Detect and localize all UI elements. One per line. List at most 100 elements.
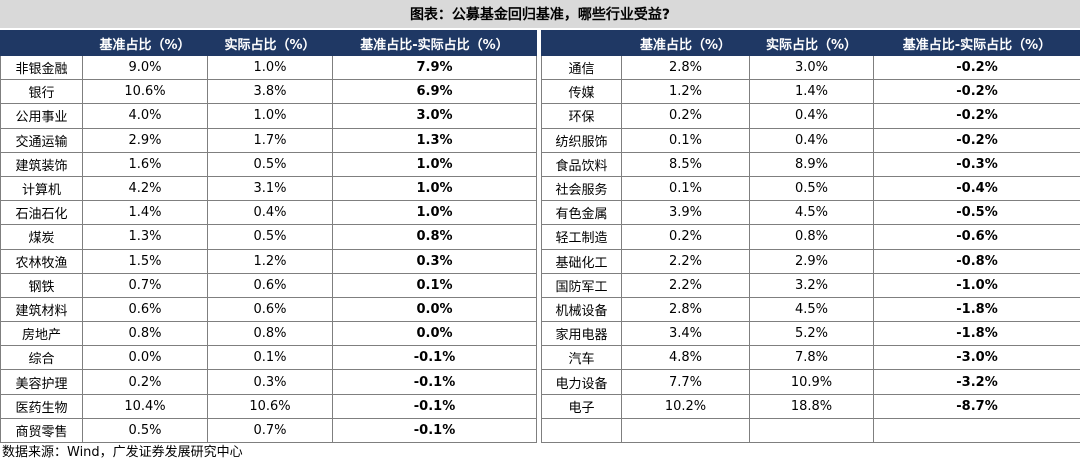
table-row: 美容护理 0.2% 0.3% -0.1% bbox=[0, 369, 537, 395]
industry-cell: 电力设备 bbox=[541, 369, 622, 395]
table-row: 纺织服饰 0.1% 0.4% -0.2% bbox=[541, 127, 1080, 153]
table-row: 房地产 0.8% 0.8% 0.0% bbox=[0, 321, 537, 347]
table-row: 食品饮料 8.5% 8.9% -0.3% bbox=[541, 151, 1080, 177]
table-row: 农林牧渔 1.5% 1.2% 0.3% bbox=[0, 248, 537, 274]
table-row: 汽车 4.8% 7.8% -3.0% bbox=[541, 345, 1080, 371]
actual-weight-cell: 1.4% bbox=[749, 79, 874, 105]
actual-weight-cell: 0.4% bbox=[749, 127, 874, 153]
benchmark-weight-cell: 0.2% bbox=[82, 369, 208, 395]
industry-cell: 有色金属 bbox=[541, 200, 622, 226]
table-row: 商贸零售 0.5% 0.7% -0.1% bbox=[0, 417, 537, 444]
header-benchmark-weight: 基准占比（%） bbox=[621, 30, 750, 56]
actual-weight-cell: 5.2% bbox=[749, 321, 874, 347]
actual-weight-cell: 3.0% bbox=[749, 54, 874, 81]
figure-title: 图表：公募基金回归基准，哪些行业受益? bbox=[0, 0, 1080, 28]
weight-diff-cell: -0.1% bbox=[332, 369, 537, 395]
table-row: 煤炭 1.3% 0.5% 0.8% bbox=[0, 224, 537, 250]
header-weight-diff: 基准占比-实际占比（%） bbox=[332, 30, 537, 56]
benchmark-weight-cell: 0.2% bbox=[621, 103, 750, 129]
benchmark-weight-cell: 2.9% bbox=[82, 127, 208, 153]
industry-cell: 计算机 bbox=[0, 175, 83, 202]
industry-cell: 综合 bbox=[0, 345, 83, 371]
table-row: 传媒 1.2% 1.4% -0.2% bbox=[541, 79, 1080, 105]
benchmark-weight-cell: 1.3% bbox=[82, 224, 208, 250]
actual-weight-cell: 1.2% bbox=[207, 248, 333, 274]
benchmark-weight-cell: 10.6% bbox=[82, 79, 208, 105]
industry-cell: 汽车 bbox=[541, 345, 622, 371]
weight-diff-cell: -1.8% bbox=[873, 296, 1080, 323]
industry-cell: 钢铁 bbox=[0, 272, 83, 298]
table-row: 轻工制造 0.2% 0.8% -0.6% bbox=[541, 224, 1080, 250]
right-table: 基准占比（%） 实际占比（%） 基准占比-实际占比（%） 通信 2.8% 3.0% -… bbox=[541, 30, 1080, 444]
weight-diff-cell: -0.2% bbox=[873, 79, 1080, 105]
table-row: 医药生物 10.4% 10.6% -0.1% bbox=[0, 393, 537, 419]
table-row: 建筑装饰 1.6% 0.5% 1.0% bbox=[0, 151, 537, 177]
benchmark-weight-cell: 4.8% bbox=[621, 345, 750, 371]
header-actual-weight: 实际占比（%） bbox=[207, 30, 333, 56]
benchmark-weight-cell: 4.2% bbox=[82, 175, 208, 202]
industry-cell: 基础化工 bbox=[541, 248, 622, 274]
benchmark-weight-cell: 10.2% bbox=[621, 393, 750, 419]
benchmark-weight-cell bbox=[621, 417, 750, 444]
industry-cell: 建筑材料 bbox=[0, 296, 83, 323]
table-row: 有色金属 3.9% 4.5% -0.5% bbox=[541, 200, 1080, 226]
weight-diff-cell: -0.6% bbox=[873, 224, 1080, 250]
right-header-row: 基准占比（%） 实际占比（%） 基准占比-实际占比（%） bbox=[541, 30, 1080, 56]
actual-weight-cell: 7.8% bbox=[749, 345, 874, 371]
weight-diff-cell: 6.9% bbox=[332, 79, 537, 105]
industry-cell: 美容护理 bbox=[0, 369, 83, 395]
industry-cell: 机械设备 bbox=[541, 296, 622, 323]
industry-cell: 交通运输 bbox=[0, 127, 83, 153]
header-industry bbox=[541, 30, 622, 56]
left-header-row: 基准占比（%） 实际占比（%） 基准占比-实际占比（%） bbox=[0, 30, 537, 56]
benchmark-weight-cell: 1.5% bbox=[82, 248, 208, 274]
benchmark-weight-cell: 10.4% bbox=[82, 393, 208, 419]
industry-cell: 农林牧渔 bbox=[0, 248, 83, 274]
header-weight-diff: 基准占比-实际占比（%） bbox=[873, 30, 1080, 56]
weight-diff-cell: -3.0% bbox=[873, 345, 1080, 371]
actual-weight-cell bbox=[749, 417, 874, 444]
industry-cell: 国防军工 bbox=[541, 272, 622, 298]
weight-diff-cell: -0.1% bbox=[332, 417, 537, 444]
benchmark-weight-cell: 0.2% bbox=[621, 224, 750, 250]
industry-cell: 医药生物 bbox=[0, 393, 83, 419]
actual-weight-cell: 3.1% bbox=[207, 175, 333, 202]
industry-cell: 商贸零售 bbox=[0, 417, 83, 444]
benchmark-weight-cell: 2.2% bbox=[621, 248, 750, 274]
actual-weight-cell: 8.9% bbox=[749, 151, 874, 177]
table-row: 社会服务 0.1% 0.5% -0.4% bbox=[541, 175, 1080, 202]
table-row: 国防军工 2.2% 3.2% -1.0% bbox=[541, 272, 1080, 298]
table-row: 环保 0.2% 0.4% -0.2% bbox=[541, 103, 1080, 129]
table-row: 机械设备 2.8% 4.5% -1.8% bbox=[541, 296, 1080, 323]
table-row: 基础化工 2.2% 2.9% -0.8% bbox=[541, 248, 1080, 274]
actual-weight-cell: 0.8% bbox=[749, 224, 874, 250]
actual-weight-cell: 0.5% bbox=[749, 175, 874, 202]
benchmark-weight-cell: 4.0% bbox=[82, 103, 208, 129]
benchmark-weight-cell: 3.4% bbox=[621, 321, 750, 347]
weight-diff-cell: 3.0% bbox=[332, 103, 537, 129]
actual-weight-cell: 0.8% bbox=[207, 321, 333, 347]
actual-weight-cell: 0.4% bbox=[749, 103, 874, 129]
actual-weight-cell: 0.5% bbox=[207, 224, 333, 250]
actual-weight-cell: 0.3% bbox=[207, 369, 333, 395]
table-row: 公用事业 4.0% 1.0% 3.0% bbox=[0, 103, 537, 129]
table-row: 钢铁 0.7% 0.6% 0.1% bbox=[0, 272, 537, 298]
weight-diff-cell: 1.0% bbox=[332, 200, 537, 226]
table-row: 交通运输 2.9% 1.7% 1.3% bbox=[0, 127, 537, 153]
benchmark-weight-cell: 0.5% bbox=[82, 417, 208, 444]
table-row: 建筑材料 0.6% 0.6% 0.0% bbox=[0, 296, 537, 323]
actual-weight-cell: 18.8% bbox=[749, 393, 874, 419]
weight-diff-cell: -1.0% bbox=[873, 272, 1080, 298]
actual-weight-cell: 0.7% bbox=[207, 417, 333, 444]
header-actual-weight: 实际占比（%） bbox=[749, 30, 874, 56]
actual-weight-cell: 0.5% bbox=[207, 151, 333, 177]
weight-diff-cell bbox=[873, 417, 1080, 444]
weight-diff-cell: -0.1% bbox=[332, 393, 537, 419]
actual-weight-cell: 0.6% bbox=[207, 272, 333, 298]
actual-weight-cell: 10.6% bbox=[207, 393, 333, 419]
table-row: 电力设备 7.7% 10.9% -3.2% bbox=[541, 369, 1080, 395]
actual-weight-cell: 1.7% bbox=[207, 127, 333, 153]
table-row: 综合 0.0% 0.1% -0.1% bbox=[0, 345, 537, 371]
actual-weight-cell: 0.1% bbox=[207, 345, 333, 371]
industry-cell bbox=[541, 417, 622, 444]
